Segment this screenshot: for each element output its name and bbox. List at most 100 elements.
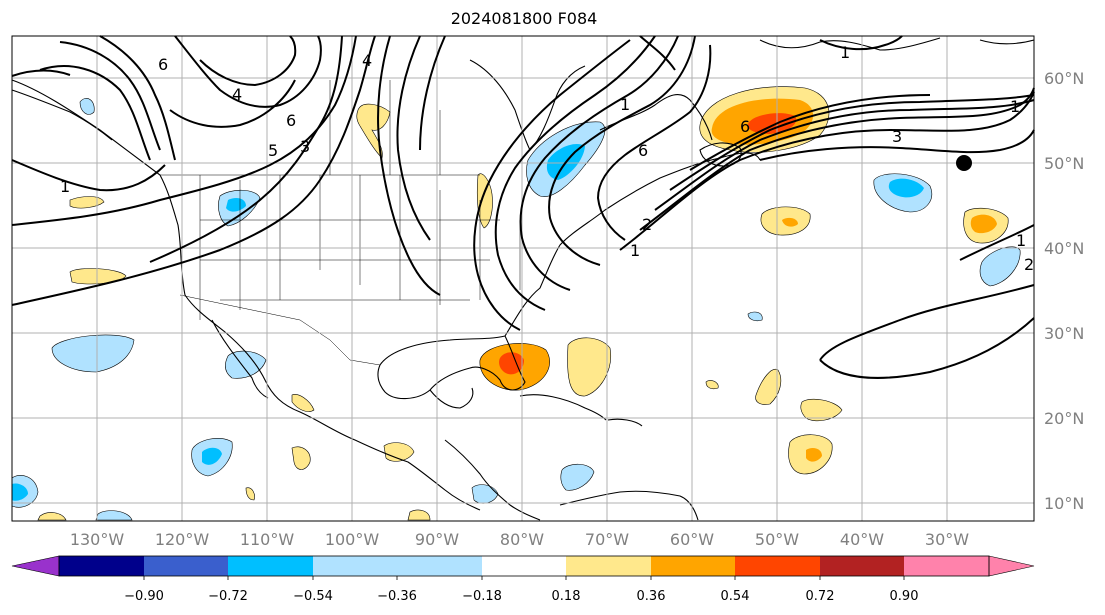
coast-greenland [759, 37, 1035, 51]
coast-labrador [599, 94, 713, 141]
contour-label: 6 [286, 111, 296, 130]
blue-core-7 [12, 483, 28, 501]
contour-central-1 [377, 35, 441, 296]
colorbar-segment [144, 556, 228, 576]
contour-label: 1 [840, 43, 850, 62]
contour-west-2 [11, 35, 357, 226]
contour-label: 3 [892, 127, 902, 146]
yellow-patch-16 [407, 509, 431, 521]
contour-label: 2 [1024, 255, 1034, 274]
blue-patch-10 [95, 510, 133, 521]
contour-greenland-2 [639, 35, 676, 71]
blue-patch-5 [225, 350, 267, 379]
colorbar-tick-label: −0.54 [293, 589, 333, 604]
lat-label: 10°N [1044, 494, 1084, 513]
colorbar-tick-label: −0.72 [208, 589, 248, 604]
map-title: 2024081800 F084 [450, 9, 598, 28]
coast-hispaniola [607, 418, 643, 427]
contour-west-9 [199, 35, 297, 87]
lon-label: 50°W [755, 530, 799, 549]
yellow-patch-14 [705, 380, 719, 390]
lat-label: 30°N [1044, 324, 1084, 343]
colorbar-segment [566, 556, 651, 576]
yellow-patch-8 [476, 173, 493, 229]
contour-label: 1 [620, 95, 630, 114]
contour-central-3 [419, 35, 446, 151]
coast-central-america [444, 439, 541, 521]
yellow-patch-15 [245, 487, 255, 501]
coast-yucatan [429, 387, 474, 409]
lon-label: 90°W [415, 530, 459, 549]
blue-patch-11 [79, 98, 95, 115]
blue-patch-8 [560, 463, 595, 491]
contour-trough-4 [548, 35, 696, 266]
contour-label: 1 [630, 241, 640, 260]
contour-west-5 [39, 65, 151, 161]
yellow-patch-1 [567, 337, 611, 397]
coastlines [11, 37, 1035, 521]
contour-atlantic-2 [639, 87, 1035, 231]
contour-label: 6 [740, 117, 750, 136]
yellow-patch-12 [383, 442, 415, 462]
lon-label: 120°W [155, 530, 210, 549]
blue-core-1 [888, 178, 924, 198]
yellow-patch-10 [69, 196, 105, 209]
colorbar-extend-high [988, 555, 1035, 577]
lon-label: 40°W [840, 530, 884, 549]
contour-lines [11, 35, 1035, 379]
blue-patch-12 [747, 311, 763, 322]
lon-label: 30°W [925, 530, 969, 549]
contour-west-4 [11, 159, 166, 192]
contour-west-7 [99, 35, 176, 161]
coast-west-na [11, 79, 481, 511]
contour-west-1 [11, 35, 376, 306]
lon-label: 110°W [240, 530, 295, 549]
lon-label: 130°W [70, 530, 125, 549]
orange-dot-4 [806, 448, 822, 462]
colorbar-tick-label: −0.18 [462, 589, 502, 604]
coast-gulf [377, 335, 526, 400]
contour-label: 1 [60, 177, 70, 196]
contour-label: 3 [300, 137, 310, 156]
colorbar-tick-label: −0.36 [377, 589, 417, 604]
contour-trough-3 [519, 35, 679, 291]
map-background [12, 36, 1034, 521]
latitude-axis: 60°N 50°N 40°N 30°N 20°N 10°N [1044, 69, 1084, 513]
contour-atlantic-6 [759, 129, 1035, 161]
contour-atlantic-4 [669, 94, 1035, 191]
lon-label: 80°W [500, 530, 544, 549]
contour-label: 2 [642, 215, 652, 234]
coast-alaska [11, 89, 113, 141]
colorbar-segment [397, 556, 482, 576]
longitude-axis: 130°W 120°W 110°W 100°W 90°W 80°W 70°W 6… [70, 530, 969, 549]
anomaly-shading [11, 86, 1021, 521]
contour-label: 5 [268, 141, 278, 160]
yellow-patch-17 [37, 512, 67, 521]
contour-west-11 [11, 69, 71, 77]
colorbar: −0.90 −0.72 −0.54 −0.36 −0.18 0.18 0.36 … [11, 555, 1035, 604]
contour-atlantic-5 [689, 94, 931, 171]
lat-label: 40°N [1044, 239, 1084, 258]
contour-trough-2 [494, 35, 656, 311]
colorbar-tick-label: 0.54 [721, 589, 750, 604]
colorbar-tick-label: 0.90 [890, 589, 919, 604]
yellow-patch-6 [755, 368, 782, 405]
colorbar-segment [820, 556, 904, 576]
contour-atlantic-low [819, 284, 1035, 361]
colorbar-segment [651, 556, 735, 576]
lat-label: 50°N [1044, 154, 1084, 173]
contour-trough-1 [473, 39, 631, 331]
contour-west-6 [59, 41, 161, 151]
contour-label: 6 [638, 141, 648, 160]
blue-core-2 [226, 198, 246, 212]
colorbar-tick-label: 0.36 [637, 589, 666, 604]
map-frame [11, 35, 1035, 522]
contour-label: 1 [1016, 231, 1026, 250]
colorbar-segment [482, 556, 566, 576]
contour-label-group: 6 4 4 6 5 3 1 1 6 1 1 1 2 3 6 1 2 [60, 43, 1034, 274]
contour-atlantic-low-2 [819, 317, 1035, 379]
positive-anomaly-north-atlantic-core [747, 113, 797, 134]
contour-west-8 [174, 35, 322, 108]
colorbar-extend-low [11, 555, 60, 577]
